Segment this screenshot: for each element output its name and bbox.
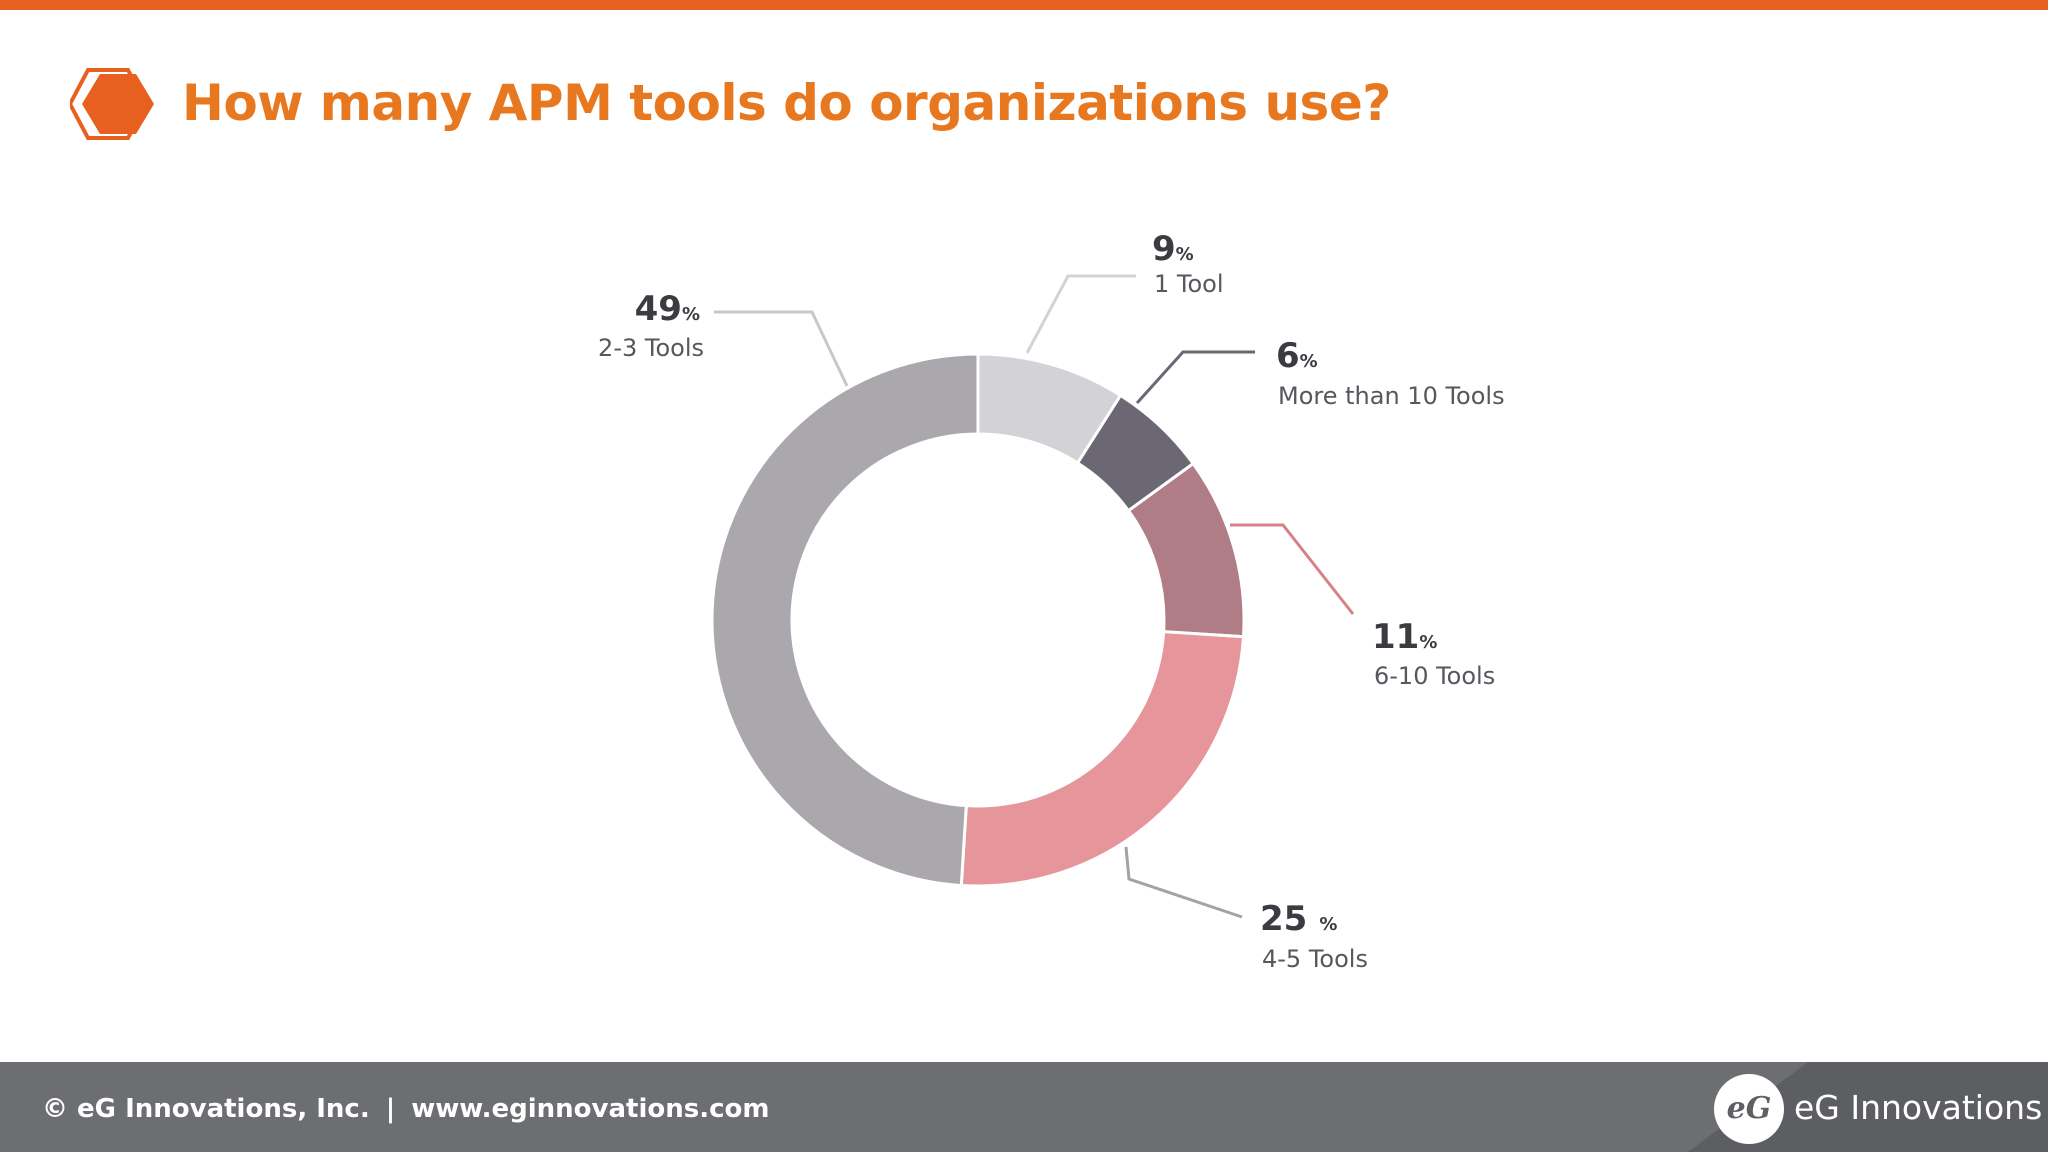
slice-value-2-3-tools: 49 — [635, 289, 682, 329]
slice-label-more-than-10-tools: More than 10 Tools — [1278, 382, 1505, 410]
slice-value-1-tool: 9 — [1152, 229, 1176, 269]
page-title: How many APM tools do organizations use? — [182, 74, 1391, 132]
brand-name: eG Innovations — [1794, 1088, 2043, 1127]
leader-lines — [714, 274, 1355, 919]
label-1-tool: 9% 1 Tool — [1152, 229, 1224, 298]
slice-label-4-5-tools: 4-5 Tools — [1262, 945, 1368, 973]
label-more-than-10-tools: 6% More than 10 Tools — [1276, 336, 1505, 410]
leader-line-more-than-10-tools — [1135, 350, 1255, 405]
slice-label-6-10-tools: 6-10 Tools — [1374, 662, 1495, 690]
donut-slice-2-3-tools — [710, 352, 980, 888]
donut-slices — [710, 352, 1246, 888]
footer-text: © eG Innovations, Inc. | www.eginnovations… — [42, 1094, 769, 1124]
percent-sign-1-tool: % — [1176, 244, 1194, 265]
svg-text:9%: 9% — [1152, 229, 1194, 269]
slice-label-1-tool: 1 Tool — [1154, 270, 1224, 298]
slice-label-2-3-tools: 2-3 Tools — [598, 334, 704, 362]
website-link[interactable]: www.eginnovations.com — [411, 1094, 770, 1124]
label-2-3-tools: 49% 2-3 Tools — [598, 289, 704, 362]
percent-sign-more-than-10-tools: % — [1300, 351, 1318, 372]
percent-sign-2-3-tools: % — [682, 304, 700, 325]
label-4-5-tools: 25% 4-5 Tools — [1260, 899, 1368, 973]
eg-logo-icon: eG — [1714, 1074, 1784, 1144]
leader-line-4-5-tools — [1124, 846, 1243, 919]
footer: © eG Innovations, Inc. | www.eginnovations… — [0, 1062, 2048, 1152]
label-6-10-tools: 11% 6-10 Tools — [1372, 617, 1495, 690]
slice-value-6-10-tools: 11 — [1372, 617, 1419, 657]
svg-text:49%: 49% — [635, 289, 700, 329]
hexagon-icon — [70, 68, 154, 140]
donut-slice-4-5-tools — [959, 630, 1246, 888]
svg-text:11%: 11% — [1372, 617, 1437, 657]
percent-sign-4-5-tools: % — [1319, 914, 1337, 935]
footer-separator: | — [385, 1094, 396, 1124]
leader-line-1-tool — [1025, 274, 1136, 354]
svg-text:6%: 6% — [1276, 336, 1318, 376]
footer-wedge — [1688, 1062, 2048, 1152]
svg-text:25%: 25% — [1260, 899, 1337, 939]
leader-line-2-3-tools — [714, 310, 849, 387]
leader-line-6-10-tools — [1230, 523, 1355, 615]
slice-value-4-5-tools: 25 — [1260, 899, 1307, 939]
percent-sign-6-10-tools: % — [1419, 632, 1437, 653]
copyright-text: © eG Innovations, Inc. — [42, 1094, 370, 1124]
top-accent-bar — [0, 0, 2048, 10]
slice-value-more-than-10-tools: 6 — [1276, 336, 1300, 376]
